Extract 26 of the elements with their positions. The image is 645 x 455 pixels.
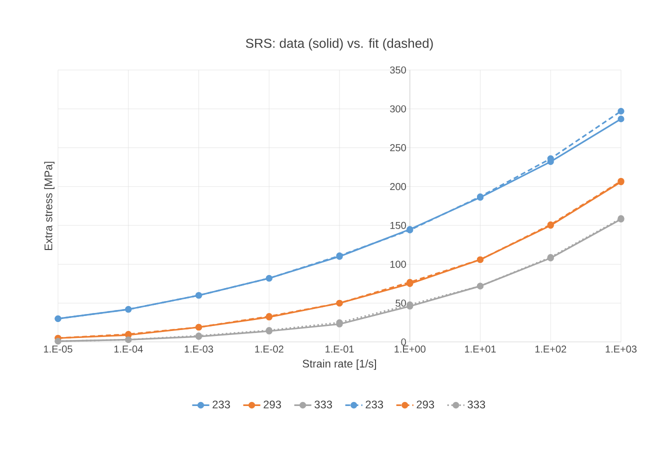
x-tick-label: 1.E-05	[44, 346, 72, 353]
x-tick-label: 1.E-01	[326, 346, 354, 353]
x-tick-label: 1.E-04	[114, 346, 143, 353]
x-axis-title: Strain rate [1/s]	[302, 359, 376, 370]
chart-title: SRS: data (solid) vs. fit (dashed)	[246, 38, 433, 50]
legend-label: 293	[264, 400, 281, 408]
legend-label: 333	[314, 400, 332, 408]
y-axis-title: Extra stress [MPa]	[44, 162, 54, 250]
x-tick-label: 1.E+03	[606, 346, 637, 353]
legend-label: 293	[416, 400, 434, 408]
y-tick-label: 150	[390, 222, 406, 229]
legend-label: 233	[212, 400, 230, 408]
y-tick-label: 350	[390, 66, 406, 74]
y-tick-label: 0	[401, 338, 406, 346]
x-tick-label: 1.E-02	[255, 346, 284, 353]
x-tick-label: 1.E+00	[394, 346, 426, 353]
y-tick-label: 300	[390, 105, 406, 112]
y-tick-label: 50	[396, 300, 406, 307]
y-tick-label: 100	[390, 260, 406, 268]
x-tick-label: 1.E+01	[465, 346, 496, 353]
legend-label: 233	[366, 400, 384, 408]
legend-label: 333	[468, 400, 486, 408]
y-tick-label: 200	[390, 183, 406, 190]
x-tick-label: 1.E+02	[535, 346, 566, 353]
y-tick-label: 250	[390, 144, 406, 152]
x-tick-label: 1.E-03	[184, 346, 214, 353]
